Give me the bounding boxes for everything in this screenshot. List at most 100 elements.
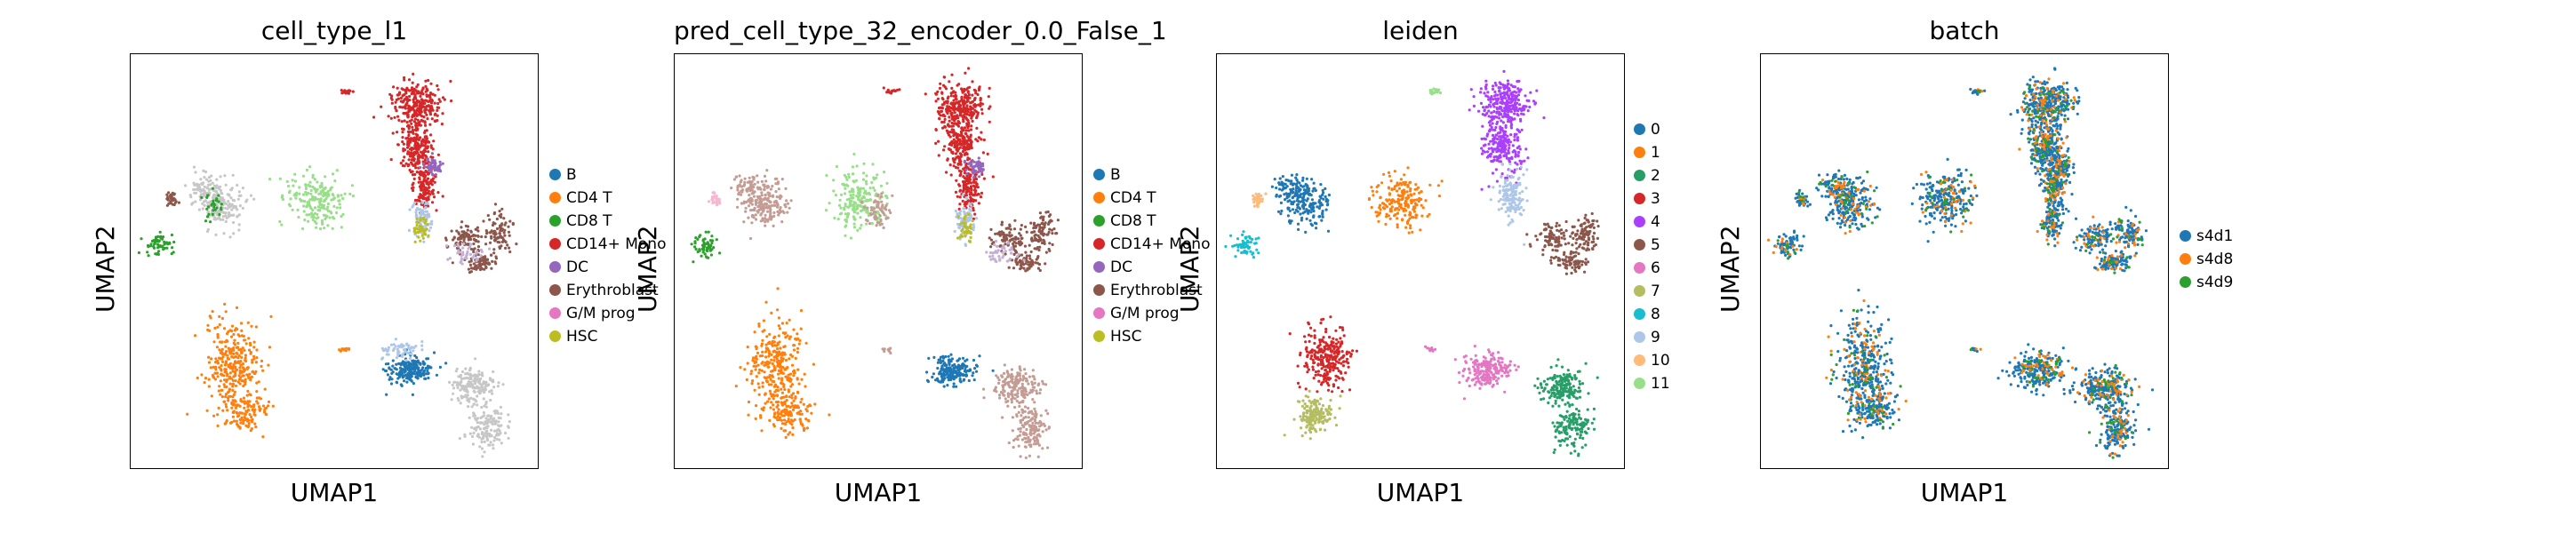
scatter-point [507, 436, 510, 440]
scatter-point [769, 211, 772, 215]
scatter-point [492, 439, 496, 442]
scatter-point [764, 217, 767, 220]
scatter-point [171, 203, 174, 206]
scatter-point [969, 203, 972, 207]
scatter-point [205, 207, 209, 211]
scatter-point [217, 406, 220, 410]
scatter-point [760, 194, 764, 197]
scatter-point [956, 108, 960, 112]
scatter-point [770, 203, 774, 208]
scatter-point [970, 192, 973, 195]
scatter-point [245, 373, 249, 377]
scatter-point [408, 208, 412, 211]
scatter-point [228, 377, 231, 380]
scatter-point [1006, 227, 1010, 230]
scatter-point [484, 430, 488, 434]
scatter-point [754, 218, 758, 221]
scatter-point [972, 206, 975, 210]
scatter-point [959, 210, 963, 213]
scatter-point [768, 195, 772, 198]
scatter-point [315, 226, 318, 229]
scatter-point [483, 259, 486, 262]
scatter-point [483, 440, 486, 443]
scatter-point [761, 330, 764, 333]
scatter-point [220, 347, 224, 351]
scatter-point [995, 240, 998, 243]
scatter-point [395, 372, 398, 376]
scatter-point [165, 246, 169, 250]
scatter-point [940, 377, 944, 381]
scatter-point [171, 246, 174, 250]
scatter-point [425, 104, 428, 108]
scatter-point [247, 337, 251, 340]
scatter-point [240, 322, 244, 325]
scatter-point [800, 412, 804, 416]
scatter-point [427, 150, 430, 154]
scatter-point [954, 139, 957, 143]
scatter-point [789, 385, 793, 388]
scatter-point [792, 392, 796, 395]
scatter-point [884, 208, 888, 211]
scatter-point [420, 142, 423, 146]
scatter-point [340, 89, 343, 92]
scatter-point [979, 104, 982, 107]
scatter-point [484, 420, 487, 424]
scatter-point [712, 195, 716, 199]
scatter-point [871, 163, 875, 166]
scatter-point [258, 409, 261, 412]
scatter-point [223, 422, 227, 426]
scatter-point [964, 191, 968, 195]
scatter-point [792, 374, 796, 378]
scatter-point [234, 370, 237, 374]
scatter-point [225, 378, 229, 382]
scatter-point [214, 361, 218, 364]
scatter-point [804, 341, 808, 345]
scatter-point [790, 396, 794, 400]
scatter-point [786, 202, 789, 205]
scatter-point [494, 237, 498, 241]
scatter-point [966, 99, 970, 102]
scatter-point [715, 198, 718, 202]
scatter-point [418, 199, 421, 203]
scatter-point [406, 351, 410, 355]
scatter-point [206, 194, 210, 197]
scatter-point [1012, 244, 1016, 248]
scatter-point [298, 186, 301, 189]
scatter-point [415, 114, 419, 117]
scatter-point [834, 194, 837, 197]
scatter-point [242, 384, 245, 388]
scatter-point [186, 412, 189, 416]
scatter-point [418, 185, 421, 188]
scatter-point [339, 206, 342, 210]
scatter-point [391, 359, 395, 362]
scatter-point [832, 179, 836, 182]
scatter-point [436, 108, 439, 112]
scatter-point [252, 371, 256, 375]
scatter-point [324, 186, 327, 190]
scatter-point [434, 175, 437, 179]
scatter-point [236, 328, 239, 331]
scatter-point [219, 393, 222, 396]
scatter-point [426, 369, 429, 373]
scatter-point [775, 360, 779, 363]
scatter-point [738, 174, 741, 178]
scatter-point [327, 209, 331, 213]
scatter-point [774, 344, 779, 347]
scatter-point [212, 365, 215, 369]
scatter-point [1038, 226, 1042, 229]
scatter-point [777, 369, 780, 372]
scatter-point [775, 195, 779, 199]
scatter-point [435, 373, 438, 377]
scatter-point [421, 236, 425, 240]
scatter-point [467, 267, 470, 271]
scatter-point [715, 195, 718, 198]
scatter-point [1020, 236, 1024, 240]
scatter-point [876, 210, 879, 213]
scatter-point [969, 168, 972, 171]
scatter-point [761, 350, 764, 354]
scatter-point [778, 416, 782, 419]
scatter-point [198, 198, 203, 202]
scatter-point [413, 139, 417, 143]
scatter-point [764, 193, 767, 197]
scatter-point [787, 390, 790, 394]
